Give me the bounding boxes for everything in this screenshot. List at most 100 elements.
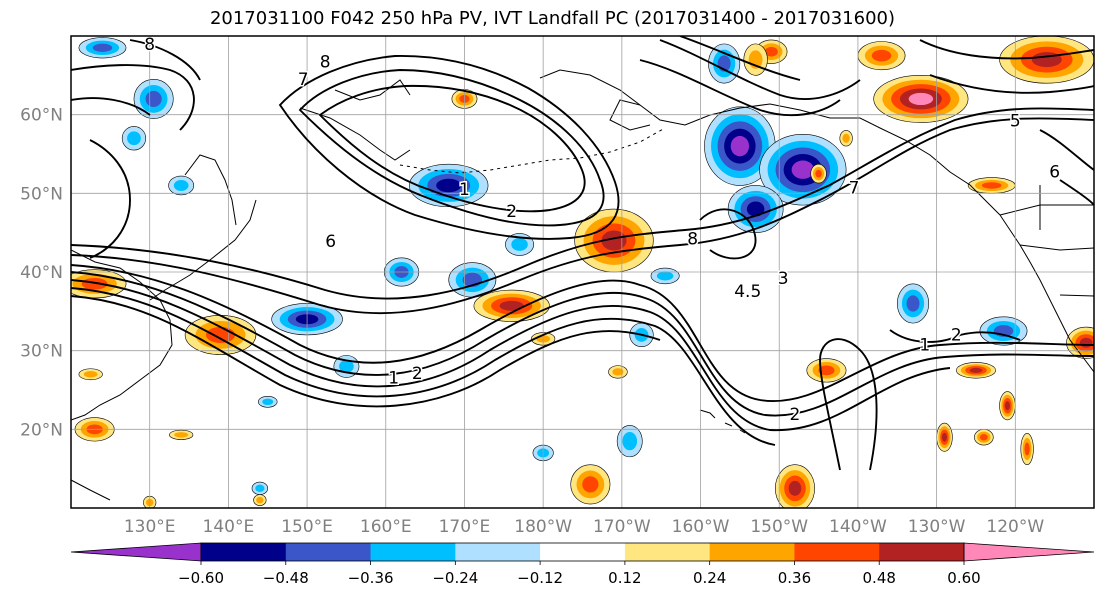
colorbar-tick-label: −0.24 (432, 569, 478, 587)
ivt-pc-shading (71, 36, 1094, 508)
contour-label: 1 (919, 336, 930, 356)
shaded-feature-negative (409, 163, 489, 208)
shaded-feature-positive (570, 464, 611, 505)
colorbar-tick-label: 0.60 (947, 569, 980, 587)
shaded-level (612, 368, 624, 376)
shaded-level (730, 135, 750, 157)
shaded-feature-positive (955, 362, 996, 379)
shaded-feature-positive (806, 358, 847, 383)
colorbar-segment (624, 543, 711, 561)
pv-contours (71, 36, 1094, 471)
shaded-level (92, 43, 113, 53)
shaded-level (908, 92, 934, 106)
shaded-feature-negative (759, 134, 847, 206)
shaded-level (83, 371, 98, 378)
shaded-level (1031, 52, 1062, 68)
shaded-level (791, 160, 815, 179)
shaded-level (436, 178, 462, 193)
shaded-feature-positive (184, 314, 257, 355)
shaded-level (981, 182, 1002, 189)
shaded-level (842, 133, 850, 143)
shaded-level (205, 326, 236, 344)
shaded-feature-positive (473, 289, 550, 322)
shaded-feature-positive (810, 163, 827, 184)
contour-label: 6 (325, 232, 336, 252)
shaded-level (499, 300, 524, 311)
colorbar-segment (879, 543, 965, 561)
shaded-feature-negative (121, 126, 147, 151)
colorbar-frame (200, 542, 965, 562)
shaded-level (174, 432, 189, 438)
shaded-level (622, 431, 638, 451)
shaded-feature-positive (967, 177, 1016, 194)
contour-label: 5 (1010, 111, 1021, 131)
shaded-feature-positive (743, 43, 768, 76)
gridlines (71, 36, 1094, 508)
contour-label: 2 (412, 364, 423, 384)
shaded-feature-negative (896, 283, 930, 324)
contour-label: 1 (388, 369, 399, 389)
lon-tick-label: 160°E (360, 517, 412, 537)
shaded-feature-negative (78, 37, 127, 59)
shaded-level (262, 398, 274, 406)
colorbar-segment (455, 543, 541, 561)
shaded-level (656, 271, 674, 281)
contour-label: 8 (320, 52, 331, 72)
map-title: 2017031100 F042 250 hPa PV, IVT Landfall… (209, 8, 896, 29)
lon-tick-label: 150°W (750, 517, 808, 537)
shaded-feature-negative (979, 316, 1028, 346)
shaded-level (256, 496, 264, 504)
shaded-feature-positive (608, 365, 628, 379)
shaded-level (127, 131, 141, 146)
shaded-level (601, 230, 627, 251)
colorbar-extend-min (70, 542, 202, 562)
contour-label: 2 (790, 405, 801, 425)
colorbar-tick-label: 0.36 (778, 569, 811, 587)
shaded-level (818, 365, 835, 376)
lon-tick-label: 180°W (514, 517, 572, 537)
shaded-feature-negative (616, 425, 643, 458)
colorbar-extend-max (963, 542, 1095, 562)
shaded-level (979, 433, 988, 441)
lat-tick-label: 40°N (20, 263, 63, 283)
shaded-feature-positive (999, 36, 1094, 84)
lon-tick-label: 140°E (203, 517, 255, 537)
shaded-level (815, 169, 822, 178)
contour-label: 7 (849, 178, 860, 198)
shaded-level (145, 90, 162, 108)
colorbar-segment (794, 543, 880, 561)
shaded-level (255, 484, 265, 493)
latitude-labels: 20°N 30°N 40°N 50°N 60°N (20, 106, 63, 441)
shaded-feature-positive (253, 494, 267, 506)
shaded-feature-positive (839, 130, 853, 147)
shaded-level (582, 476, 599, 493)
colorbar-tick-label: −0.60 (178, 569, 224, 587)
shaded-level (969, 367, 983, 373)
colorbar-segment (285, 543, 372, 561)
colorbar-segment (370, 543, 456, 561)
longitude-labels: 130°E 140°E 150°E 160°E 170°E 180°W 170°W 160°W… (124, 517, 1045, 537)
lat-tick-label: 20°N (20, 420, 63, 440)
shaded-level (173, 179, 189, 191)
lon-tick-label: 130°W (908, 517, 966, 537)
shaded-feature-positive (1020, 432, 1034, 466)
shaded-level (788, 480, 802, 496)
shaded-feature-positive (78, 368, 103, 381)
colorbar-tick-label: −0.48 (263, 569, 309, 587)
shaded-feature-positive (974, 429, 994, 446)
shaded-level (746, 201, 765, 217)
shaded-level (1004, 401, 1010, 411)
lat-tick-label: 60°N (20, 106, 63, 126)
lat-tick-label: 50°N (20, 184, 63, 204)
lon-tick-label: 170°E (439, 517, 491, 537)
shaded-level (941, 432, 947, 442)
colorbar-tick-label: −0.12 (517, 569, 563, 587)
contour-label: 2 (951, 325, 962, 345)
colorbar-tick-label: 0.24 (693, 569, 726, 587)
shaded-feature-positive (936, 422, 953, 452)
contour-label: 7 (298, 70, 309, 90)
contour-label: 3 (778, 269, 789, 289)
shaded-feature-negative (251, 481, 269, 495)
shaded-feature-negative (168, 175, 195, 196)
